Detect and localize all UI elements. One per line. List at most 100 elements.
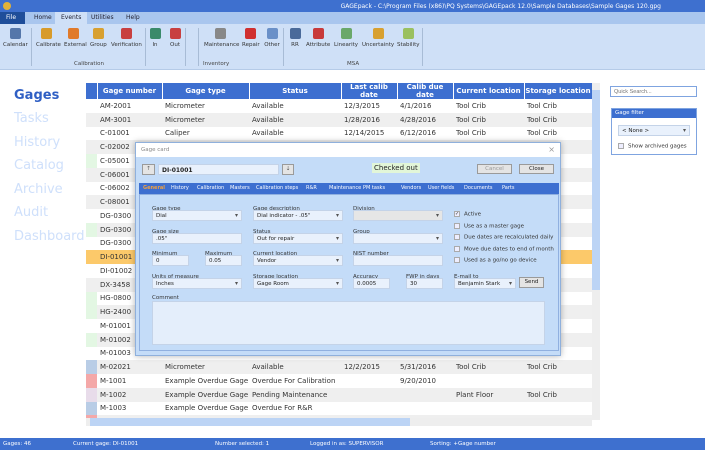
nav-audit[interactable]: Audit <box>14 205 49 220</box>
checkbox-active[interactable]: ✓ Active <box>454 211 481 218</box>
email-field[interactable]: Benjamin Stark <box>454 278 516 289</box>
uncertainty-button[interactable]: Uncertainty <box>362 28 394 48</box>
tab-parts[interactable]: Parts <box>502 185 515 191</box>
table-row[interactable]: C-06002 <box>86 182 592 196</box>
other-button[interactable]: Other <box>264 28 280 48</box>
table-row[interactable]: M-01003 <box>86 347 592 361</box>
tab-r-r[interactable]: R&R <box>306 185 317 191</box>
division-label: Division <box>353 206 375 212</box>
verification-button[interactable]: Verification <box>111 28 142 48</box>
checkbox-due-dates-are-recalculated-daily[interactable]: Due dates are recalculated daily <box>454 234 553 241</box>
gage-description-field[interactable]: Dial indicator - .05" <box>253 210 343 221</box>
tab-calibration-steps[interactable]: Calibration steps <box>256 185 299 191</box>
in-button[interactable]: In <box>150 28 161 48</box>
tab-calibration[interactable]: Calibration <box>197 185 225 191</box>
out-button[interactable]: Out <box>169 28 181 48</box>
stability-button[interactable]: Stability <box>397 28 420 48</box>
nav-catalog[interactable]: Catalog <box>14 158 64 173</box>
table-row[interactable]: AM-2001 Micrometer Available 12/3/2015 4/1/2… <box>86 99 592 113</box>
tab-vendors[interactable]: Vendors <box>401 185 422 191</box>
table-row[interactable]: M-1003 Example Overdue Gage Overdue For R&… <box>86 401 592 416</box>
nav-gages[interactable]: Gages <box>14 88 60 103</box>
nav-history[interactable]: History <box>14 135 61 150</box>
checkbox-use-as-a-master-gage[interactable]: Use as a master gage <box>454 222 524 229</box>
tab-utilities[interactable]: Utilities <box>91 14 114 21</box>
column-header[interactable]: Gage type <box>162 83 250 99</box>
calibrate-button[interactable]: Calibrate <box>36 28 61 48</box>
tab-home[interactable]: Home <box>34 14 52 21</box>
units-field[interactable]: Inches <box>152 278 242 289</box>
tab-events[interactable]: Events <box>55 12 88 24</box>
group-field[interactable] <box>353 233 443 244</box>
table-row[interactable]: AM-3001 Micrometer Available 1/28/2016 4/28/… <box>86 112 592 127</box>
calendar-button[interactable]: Calendar <box>3 28 28 48</box>
maintenance-button[interactable]: Maintenance <box>204 28 239 48</box>
nav-archive[interactable]: Archive <box>14 182 63 197</box>
vertical-scroll-thumb[interactable] <box>592 90 600 290</box>
table-row[interactable]: M-1002 Example Overdue Gage Pending Mainte… <box>86 387 592 402</box>
column-header[interactable]: Gage number <box>97 83 163 99</box>
checkbox-box[interactable] <box>454 245 460 252</box>
table-row[interactable]: M-1004 <box>86 415 592 418</box>
table-row[interactable]: C-05001 <box>86 154 592 168</box>
tab-general[interactable]: General <box>143 185 165 191</box>
column-header[interactable]: Last calib date <box>341 83 398 99</box>
fwp-field[interactable]: 30 <box>406 278 443 289</box>
tab-history[interactable]: History <box>171 185 189 191</box>
previous-gage-button[interactable]: 🡑 <box>142 164 155 175</box>
division-field[interactable] <box>353 210 443 221</box>
nist-field[interactable] <box>353 255 443 266</box>
tab-pm-tasks[interactable]: PM tasks <box>363 185 386 191</box>
current-location-field[interactable]: Vendor <box>253 255 343 266</box>
gage-filter-select[interactable]: < None > <box>618 125 690 136</box>
gage-type-field[interactable]: Dial <box>152 210 242 221</box>
column-header[interactable]: Current location <box>453 83 525 99</box>
external-button[interactable]: External <box>64 28 87 48</box>
tab-help[interactable]: Help <box>126 14 140 21</box>
cancel-button[interactable]: Cancel <box>477 164 512 174</box>
table-cell <box>162 415 249 418</box>
attribute-button[interactable]: Attribute <box>306 28 330 48</box>
checkbox-box[interactable] <box>454 222 460 229</box>
show-archived-checkbox[interactable]: Show archived gages <box>618 143 687 150</box>
status-selected: Number selected: 1 <box>215 441 270 447</box>
column-header[interactable]: Calib due date <box>397 83 454 99</box>
send-button[interactable]: Send <box>519 277 544 288</box>
maximum-field[interactable]: 0.05 <box>205 255 242 266</box>
accuracy-field[interactable]: 0.0005 <box>353 278 390 289</box>
checkbox-box[interactable] <box>454 234 460 240</box>
storage-field[interactable]: Gage Room <box>253 278 343 289</box>
table-row[interactable]: C-01001 Caliper Available 12/14/2015 6/12/20… <box>86 127 592 141</box>
repair-button[interactable]: Repair <box>242 28 260 48</box>
nav-dashboard[interactable]: Dashboard <box>14 229 85 244</box>
dialog-close-icon[interactable]: × <box>548 145 555 154</box>
tab-masters[interactable]: Masters <box>230 185 250 191</box>
tab-file[interactable]: File <box>0 12 25 24</box>
row-status-indicator <box>86 250 97 264</box>
table-row[interactable]: M-1001 Example Overdue Gage Overdue For Ca… <box>86 374 592 388</box>
status-field[interactable]: Out for repair <box>253 233 343 244</box>
minimum-field[interactable]: 0 <box>152 255 189 266</box>
next-gage-button[interactable]: 🡓 <box>282 164 294 175</box>
gage-number-input[interactable]: DI-01001 <box>158 164 279 175</box>
checkbox-box[interactable] <box>454 257 460 263</box>
tab-maintenance[interactable]: Maintenance <box>329 185 362 191</box>
comment-textarea[interactable] <box>152 301 545 345</box>
checkbox-used-as-a-go-no-go-device[interactable]: Used as a go/no go device <box>454 257 537 264</box>
column-header[interactable]: Storage location <box>524 83 592 99</box>
quick-search-input[interactable] <box>610 86 697 97</box>
checkbox-box[interactable]: ✓ <box>454 211 460 217</box>
group-button[interactable]: Group <box>90 28 107 48</box>
tab-documents[interactable]: Documents <box>464 185 493 191</box>
rr-button[interactable]: RR <box>290 28 301 48</box>
table-row[interactable]: M-02021 Micrometer Available 12/2/2015 5/31/… <box>86 360 592 374</box>
column-header[interactable]: Status <box>249 83 342 99</box>
tab-user-fields[interactable]: User fields <box>428 185 455 191</box>
close-button[interactable]: Close <box>519 164 554 174</box>
external-icon <box>67 28 79 39</box>
linearity-button[interactable]: Linearity <box>334 28 358 48</box>
checkbox-move-due-dates-to-end-of-month[interactable]: Move due dates to end of month <box>454 245 554 252</box>
nav-tasks[interactable]: Tasks <box>14 111 49 126</box>
horizontal-scroll-thumb[interactable] <box>90 418 410 426</box>
gage-size-field[interactable]: .05" <box>152 233 242 244</box>
